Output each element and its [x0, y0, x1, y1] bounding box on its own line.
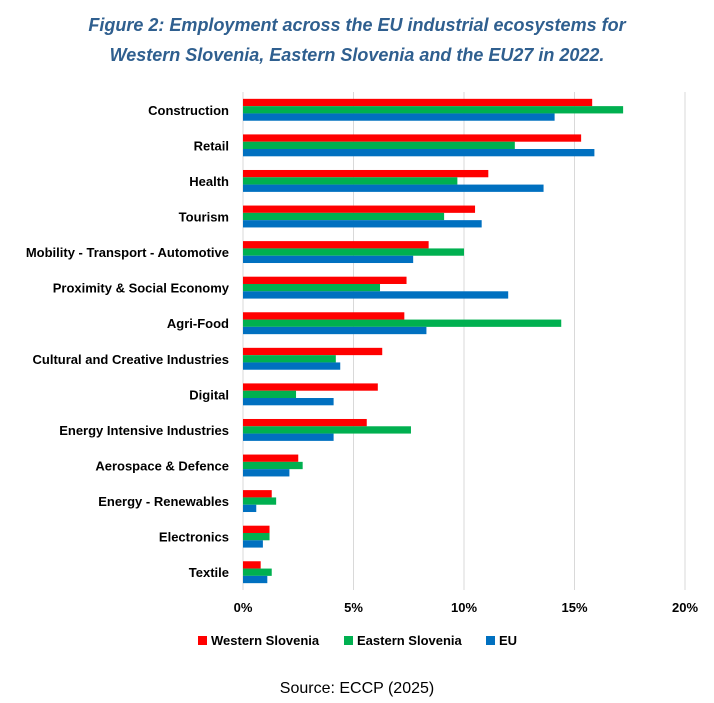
bar-eu	[243, 362, 341, 370]
category-label: Cultural and Creative Industries	[33, 352, 230, 367]
bar-eu	[243, 398, 334, 406]
category-label: Health	[189, 174, 229, 189]
legend-label: EU	[499, 633, 517, 648]
chart-title: Figure 2: Employment across the EU indus…	[0, 10, 714, 70]
bar-eu	[243, 540, 263, 548]
bar-eu	[243, 291, 509, 299]
bar-eu	[243, 149, 595, 157]
bar-eastern-slovenia	[243, 177, 458, 185]
bar-eastern-slovenia	[243, 390, 297, 399]
category-label: Mobility - Transport - Automotive	[26, 245, 229, 260]
legend-label: Western Slovenia	[211, 633, 320, 648]
category-label: Tourism	[179, 210, 229, 225]
bar-eastern-slovenia	[243, 283, 381, 292]
category-label: Textile	[189, 565, 229, 580]
bar-western-slovenia	[243, 383, 378, 391]
category-label: Construction	[148, 103, 229, 118]
x-tick-label: 15%	[561, 600, 587, 615]
category-label: Energy Intensive Industries	[59, 423, 229, 438]
bar-eastern-slovenia	[243, 141, 515, 150]
bar-eastern-slovenia	[243, 106, 624, 114]
bar-western-slovenia	[243, 525, 270, 533]
bar-eastern-slovenia	[243, 212, 445, 221]
bar-eastern-slovenia	[243, 426, 411, 434]
bar-eu	[243, 504, 257, 513]
bar-western-slovenia	[243, 205, 476, 213]
category-label: Retail	[194, 138, 229, 153]
chart-title-line2: Western Slovenia, Eastern Slovenia and t…	[109, 45, 605, 65]
bar-western-slovenia	[243, 490, 272, 498]
x-tick-label: 20%	[672, 600, 698, 615]
bar-western-slovenia	[243, 276, 407, 284]
bar-eu	[243, 326, 427, 335]
category-label: Electronics	[159, 530, 229, 545]
bar-eu	[243, 575, 268, 584]
bar-western-slovenia	[243, 561, 261, 569]
bar-eu	[243, 433, 334, 441]
category-label: Proximity & Social Economy	[53, 281, 230, 296]
bar-eastern-slovenia	[243, 461, 303, 470]
category-label: Energy - Renewables	[98, 494, 229, 509]
bar-eu	[243, 113, 555, 121]
bar-western-slovenia	[243, 98, 593, 107]
x-tick-label: 5%	[344, 600, 363, 615]
bar-western-slovenia	[243, 418, 367, 427]
bar-eastern-slovenia	[243, 319, 562, 327]
bar-eastern-slovenia	[243, 568, 272, 576]
bar-western-slovenia	[243, 134, 582, 142]
bar-eastern-slovenia	[243, 248, 464, 256]
bar-eu	[243, 184, 544, 192]
bar-western-slovenia	[243, 312, 405, 320]
bar-eastern-slovenia	[243, 532, 270, 541]
category-label: Digital	[189, 387, 229, 402]
x-tick-label: 10%	[451, 600, 477, 615]
bar-western-slovenia	[243, 241, 429, 249]
bar-western-slovenia	[243, 169, 489, 178]
legend-swatch	[344, 636, 353, 645]
x-tick-label: 0%	[234, 600, 253, 615]
bar-eu	[243, 255, 414, 264]
chart-title-line1: Figure 2: Employment across the EU indus…	[88, 15, 626, 35]
bar-eu	[243, 220, 482, 228]
bar-western-slovenia	[243, 347, 383, 356]
bar-eu	[243, 469, 290, 477]
legend-swatch	[486, 636, 495, 645]
source-note: Source: ECCP (2025)	[279, 680, 435, 697]
bar-western-slovenia	[243, 454, 299, 462]
bar-eastern-slovenia	[243, 355, 336, 363]
category-label: Aerospace & Defence	[95, 459, 229, 474]
legend-label: Eastern Slovenia	[357, 633, 463, 648]
category-label: Agri-Food	[167, 316, 229, 331]
legend-swatch	[198, 636, 207, 645]
bar-eastern-slovenia	[243, 497, 277, 505]
